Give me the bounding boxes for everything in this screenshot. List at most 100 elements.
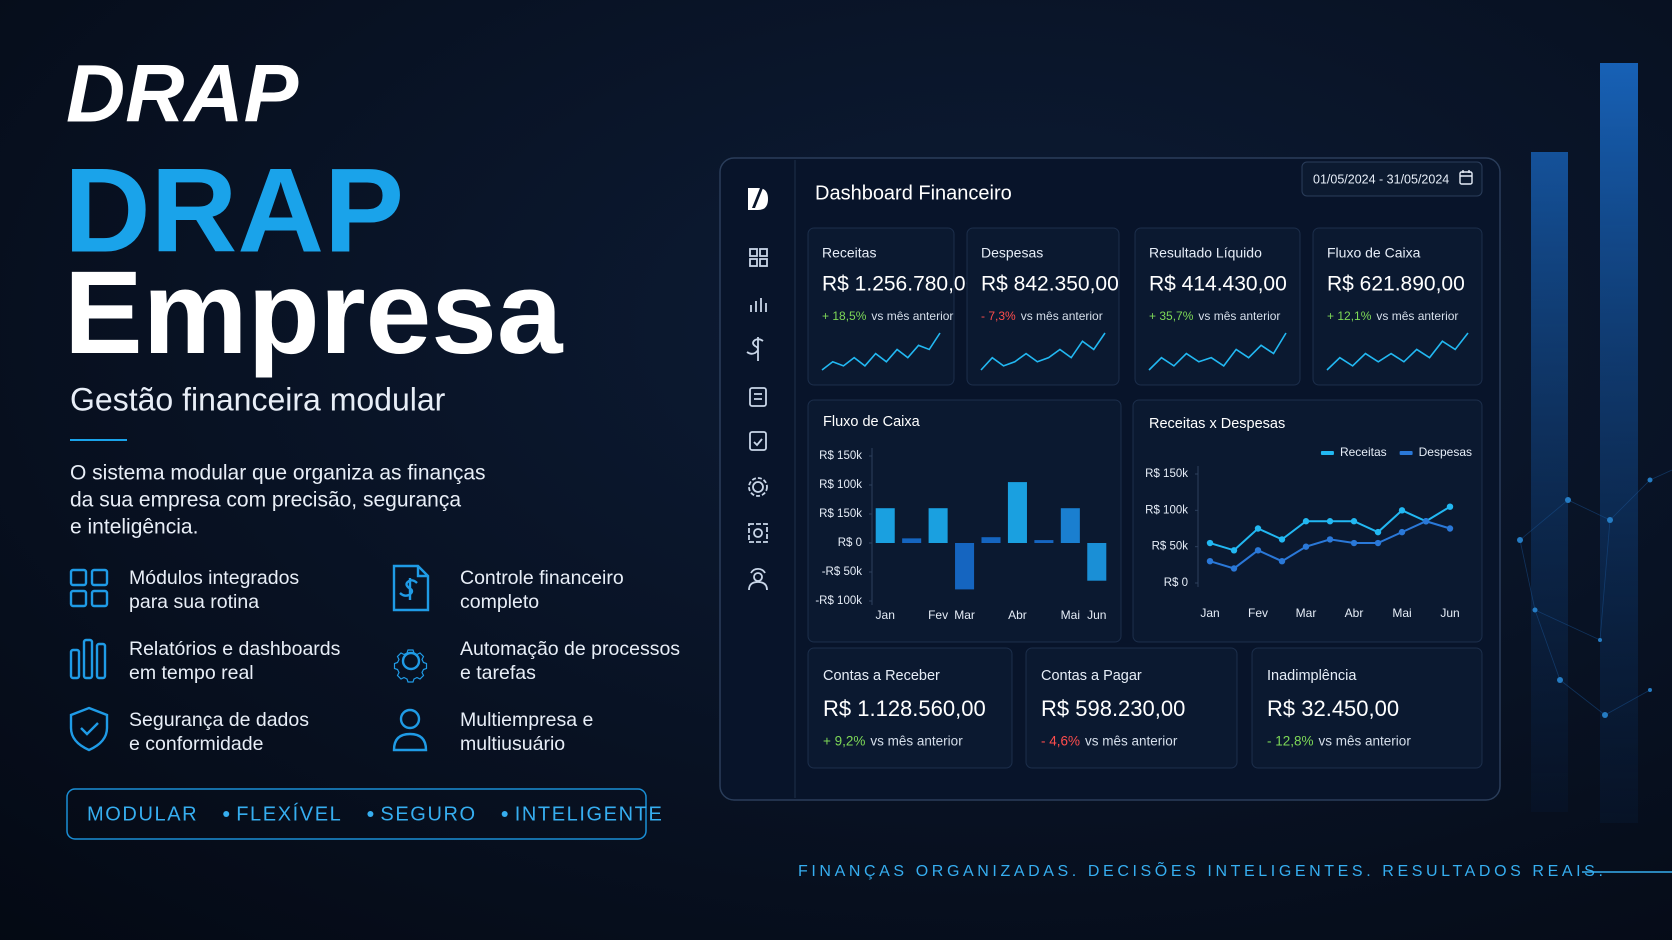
- summary-label: Contas a Pagar: [1041, 668, 1142, 684]
- point: [1350, 539, 1358, 547]
- feature-text: em tempo real: [129, 662, 254, 684]
- tag: INTELIGENTE: [515, 803, 664, 825]
- tags-box: [66, 788, 647, 840]
- bar: [875, 508, 895, 543]
- x-tick-label: Fev: [1248, 606, 1268, 620]
- bar: [981, 537, 1001, 543]
- dashboard-title: Dashboard Financeiro: [815, 182, 1012, 204]
- description: O sistema modular que organiza as finanç…: [70, 462, 486, 539]
- point: [1350, 518, 1358, 525]
- subtitle: Gestão financeira modular: [70, 381, 446, 417]
- feature-text: e tarefas: [460, 662, 536, 684]
- point: [1206, 558, 1214, 565]
- x-tick-label: Mai: [1061, 608, 1080, 622]
- point: [1446, 503, 1454, 510]
- y-tick-label: R$ 150k: [819, 508, 862, 520]
- feature-icons: [69, 564, 430, 752]
- title-line2: Empresa: [64, 247, 564, 379]
- change: + 18,5%: [822, 309, 867, 323]
- kpi-label: Resultado Líquido: [1149, 245, 1262, 261]
- tags: MODULAR FLEXÍVEL SEGURO INTELIGENTE: [87, 802, 664, 825]
- bar: [1007, 482, 1027, 543]
- tag-separator: [501, 811, 508, 817]
- point: [1254, 547, 1262, 554]
- feature-text: Multiempresa e: [460, 709, 593, 731]
- feature-text: Automação de processos: [460, 638, 680, 660]
- tag: MODULAR: [87, 803, 198, 825]
- legend-label: Receitas: [1340, 445, 1387, 459]
- kpi-value: R$ 414.430,00: [1149, 273, 1287, 296]
- bar: [1087, 543, 1107, 581]
- description-line: e inteligência.: [70, 516, 198, 539]
- sparkline: [1326, 332, 1469, 371]
- y-tick-label: -R$ 50k: [822, 566, 863, 578]
- y-tick-label: R$ 100k: [819, 479, 862, 491]
- change-suffix: vs mês anterior: [1319, 734, 1412, 749]
- legend-label: Despesas: [1419, 445, 1472, 459]
- feature-text: Módulos integrados: [129, 567, 299, 589]
- kpi-value: R$ 842.350,00: [981, 273, 1119, 296]
- x-tick-label: Abr: [1345, 606, 1364, 620]
- feature-text: completo: [460, 591, 539, 613]
- point: [1374, 539, 1382, 547]
- point: [1374, 528, 1382, 536]
- y-tick-label: R$ 0: [838, 537, 862, 549]
- y-tick-label: R$ 150k: [819, 450, 862, 462]
- tag-separator: [367, 811, 374, 817]
- point: [1278, 558, 1286, 565]
- description-line: da sua empresa com precisão, segurança: [70, 489, 461, 512]
- card: [807, 647, 1013, 769]
- x-tick-label: Fev: [928, 608, 948, 622]
- change: - 7,3%: [981, 309, 1016, 323]
- sparkline: [821, 332, 941, 371]
- tagline: FINANÇAS ORGANIZADAS. DECISÕES INTELIGEN…: [798, 860, 1607, 880]
- point: [1206, 539, 1214, 547]
- change-suffix: vs mês anterior: [871, 309, 953, 323]
- chart-title: Receitas x Despesas: [1149, 416, 1285, 432]
- sidebar-icons: [746, 188, 768, 591]
- summary-value: R$ 598.230,00: [1041, 696, 1185, 721]
- point: [1254, 525, 1262, 532]
- card: [1025, 647, 1238, 769]
- summary-label: Contas a Receber: [823, 668, 940, 684]
- change-suffix: vs mês anterior: [870, 734, 963, 749]
- x-tick-label: Jun: [1087, 608, 1106, 622]
- card: [807, 399, 1122, 643]
- point: [1446, 525, 1454, 532]
- point: [1230, 547, 1238, 554]
- feature-text: Controle financeiro: [460, 567, 624, 589]
- change: - 4,6%: [1041, 734, 1080, 749]
- summary-value: R$ 32.450,00: [1267, 696, 1399, 721]
- point: [1326, 536, 1334, 543]
- x-tick-label: Mai: [1392, 606, 1411, 620]
- feature-text: Relatórios e dashboards: [129, 638, 341, 660]
- tag: FLEXÍVEL: [236, 802, 342, 825]
- point: [1278, 536, 1286, 543]
- change: + 12,1%: [1327, 309, 1372, 323]
- point: [1398, 507, 1406, 514]
- change-suffix: vs mês anterior: [1085, 734, 1178, 749]
- y-tick-label: R$ 100k: [1145, 504, 1188, 516]
- point: [1302, 543, 1310, 550]
- decoration: [1517, 63, 1672, 823]
- card: [1251, 647, 1483, 769]
- kpi-label: Fluxo de Caixa: [1327, 245, 1421, 261]
- bar: [928, 508, 948, 543]
- y-tick-label: -R$ 100k: [815, 595, 862, 607]
- description-line: O sistema modular que organiza as finanç…: [70, 462, 486, 485]
- kpi-label: Receitas: [822, 245, 876, 261]
- sparkline: [1148, 332, 1287, 371]
- feature-text: e conformidade: [129, 733, 263, 755]
- title-line1: DRAP: [64, 144, 404, 278]
- tag: SEGURO: [380, 803, 476, 825]
- x-tick-label: Jun: [1440, 606, 1459, 620]
- y-tick-label: R$ 50k: [1152, 541, 1189, 553]
- change-suffix: vs mês anterior: [1021, 309, 1103, 323]
- x-tick-label: Abr: [1008, 608, 1027, 622]
- logo: DRAP: [66, 49, 299, 140]
- kpi-value: R$ 1.256.780,00: [822, 273, 977, 296]
- x-tick-label: Mar: [1296, 606, 1317, 620]
- x-tick-label: Mar: [954, 608, 975, 622]
- date-range: 01/05/2024 - 31/05/2024: [1313, 172, 1449, 186]
